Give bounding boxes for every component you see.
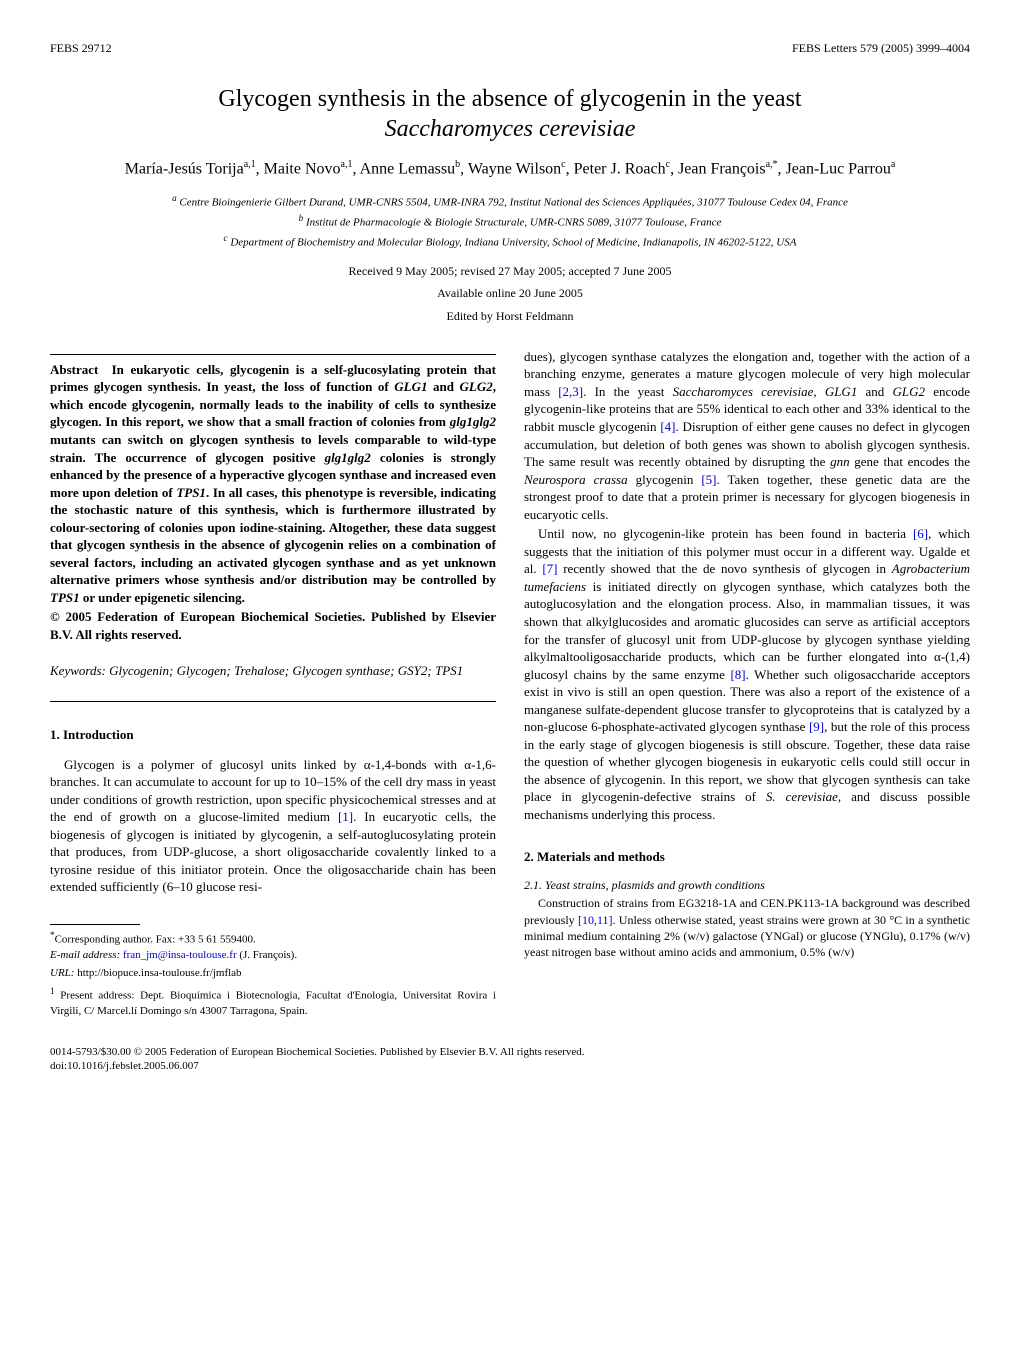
abstract-copyright: © 2005 Federation of European Biochemica… xyxy=(50,608,496,643)
footnote-rule xyxy=(50,924,140,925)
subsection-2-1-body: Construction of strains from EG3218-1A a… xyxy=(524,895,970,960)
online-availability: Available online 20 June 2005 xyxy=(50,285,970,301)
footnote-1: 1 Present address: Dept. Bioquímica i Bi… xyxy=(50,985,496,1018)
header-right: FEBS Letters 579 (2005) 3999–4004 xyxy=(792,40,970,56)
keywords-label: Keywords: xyxy=(50,663,106,678)
email-link[interactable]: fran_jm@insa-toulouse.fr xyxy=(123,949,237,961)
abstract-rule-top xyxy=(50,354,496,355)
url-value: http://biopuce.insa-toulouse.fr/jmflab xyxy=(77,967,241,979)
article-dates: Received 9 May 2005; revised 27 May 2005… xyxy=(50,263,970,279)
abstract-text: Abstract In eukaryotic cells, glycogenin… xyxy=(50,361,496,607)
keywords-block: Keywords: Glycogenin; Glycogen; Trehalos… xyxy=(50,662,496,680)
subsection-2-1-heading: 2.1. Yeast strains, plasmids and growth … xyxy=(524,877,970,893)
url-footnote: URL: http://biopuce.insa-toulouse.fr/jmf… xyxy=(50,966,496,981)
keywords-text: Glycogenin; Glycogen; Trehalose; Glycoge… xyxy=(109,663,463,678)
abstract-block: Abstract In eukaryotic cells, glycogenin… xyxy=(50,361,496,644)
email-label: E-mail address: xyxy=(50,949,120,961)
affiliations: a Centre Bioingenierie Gilbert Durand, U… xyxy=(50,192,970,251)
footnotes: *Corresponding author. Fax: +33 5 61 559… xyxy=(50,929,496,1019)
abstract-label: Abstract xyxy=(50,362,98,377)
intro-continuation: dues), glycogen synthase catalyzes the e… xyxy=(524,348,970,523)
section-1-heading: 1. Introduction xyxy=(50,726,496,744)
body-columns: Abstract In eukaryotic cells, glycogenin… xyxy=(50,348,970,1023)
footer-line-2: doi:10.1016/j.febslet.2005.06.007 xyxy=(50,1059,970,1074)
affiliation-b: b Institut de Pharmacologie & Biologie S… xyxy=(50,212,970,231)
corresponding-author: *Corresponding author. Fax: +33 5 61 559… xyxy=(50,929,496,962)
running-header: FEBS 29712 FEBS Letters 579 (2005) 3999–… xyxy=(50,40,970,56)
title-line2: Saccharomyces cerevisiae xyxy=(385,116,636,142)
url-label: URL: xyxy=(50,967,74,979)
title-line1: Glycogen synthesis in the absence of gly… xyxy=(218,86,801,112)
email-tail: (J. François). xyxy=(239,949,297,961)
affiliation-c: c Department of Biochemistry and Molecul… xyxy=(50,232,970,251)
abstract-rule-bottom xyxy=(50,701,496,702)
editor-line: Edited by Horst Feldmann xyxy=(50,308,970,324)
intro-paragraph-2: Until now, no glycogenin-like protein ha… xyxy=(524,525,970,823)
section-2-heading: 2. Materials and methods xyxy=(524,848,970,866)
affiliation-a: a Centre Bioingenierie Gilbert Durand, U… xyxy=(50,192,970,211)
author-list: María-Jesús Torijaa,1, Maite Novoa,1, An… xyxy=(50,158,970,180)
right-column: dues), glycogen synthase catalyzes the e… xyxy=(524,348,970,1023)
header-left: FEBS 29712 xyxy=(50,40,112,56)
footer-line-1: 0014-5793/$30.00 © 2005 Federation of Eu… xyxy=(50,1045,970,1060)
intro-paragraph-1: Glycogen is a polymer of glucosyl units … xyxy=(50,756,496,896)
article-title: Glycogen synthesis in the absence of gly… xyxy=(50,84,970,144)
left-column: Abstract In eukaryotic cells, glycogenin… xyxy=(50,348,496,1023)
page-footer: 0014-5793/$30.00 © 2005 Federation of Eu… xyxy=(50,1045,970,1075)
